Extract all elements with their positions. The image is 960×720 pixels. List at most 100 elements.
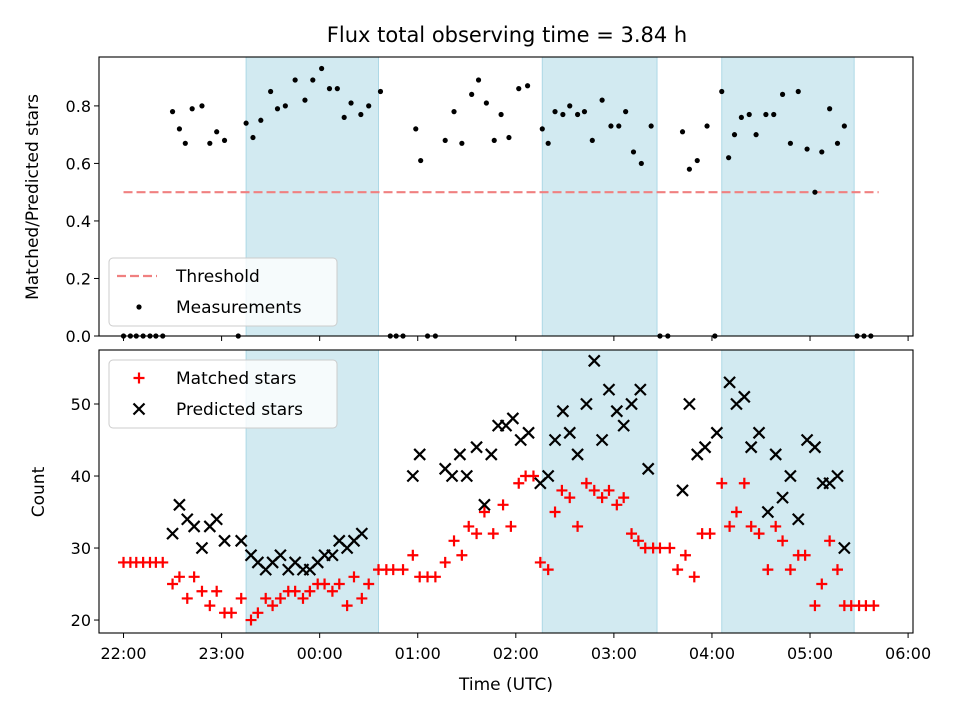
predicted-star-point bbox=[453, 448, 467, 461]
matched-star-point bbox=[267, 600, 279, 612]
matched-star-point bbox=[588, 484, 600, 496]
predicted-star-point bbox=[406, 469, 420, 483]
x-tick-label: 22:00 bbox=[100, 644, 146, 663]
matched-star-point bbox=[289, 585, 301, 597]
predicted-star-point bbox=[470, 440, 483, 454]
matched-star-point bbox=[333, 578, 345, 590]
measurement-point bbox=[243, 120, 249, 126]
matched-star-point bbox=[770, 520, 782, 532]
predicted-star-point bbox=[617, 419, 630, 432]
matched-star-point bbox=[564, 492, 576, 504]
measurement-point bbox=[341, 114, 347, 121]
measurement-point bbox=[413, 126, 419, 132]
x-tick-label: 23:00 bbox=[199, 644, 245, 663]
x-tick-label: 01:00 bbox=[395, 644, 441, 663]
measurement-point bbox=[719, 88, 725, 95]
measurement-point bbox=[804, 146, 810, 152]
predicted-star-point bbox=[634, 383, 647, 396]
measurement-point bbox=[552, 109, 558, 115]
measurement-point bbox=[498, 111, 504, 118]
predicted-star-point bbox=[210, 512, 223, 526]
matched-star-point bbox=[235, 592, 247, 604]
measurement-point bbox=[581, 109, 588, 115]
measurement-point bbox=[763, 111, 769, 118]
measurement-point bbox=[348, 100, 354, 106]
matched-star-point bbox=[762, 564, 774, 576]
predicted-star-point bbox=[838, 541, 851, 555]
measurement-point bbox=[334, 86, 340, 92]
predicted-star-point bbox=[723, 376, 736, 389]
predicted-star-point bbox=[571, 448, 584, 461]
y-axis-label: Matched/Predicted stars bbox=[23, 94, 43, 300]
matched-star-point bbox=[556, 484, 568, 496]
measurement-point bbox=[491, 137, 497, 144]
matched-star-point bbox=[626, 528, 638, 540]
x-tick-label: 02:00 bbox=[493, 644, 539, 663]
predicted-star-point bbox=[460, 469, 474, 483]
legend-matched-key bbox=[133, 372, 145, 384]
matched-star-point bbox=[478, 506, 490, 518]
predicted-star-point bbox=[187, 520, 201, 533]
y-axis-label: Count bbox=[29, 466, 49, 517]
predicted-star-point bbox=[556, 404, 570, 418]
matched-star-point bbox=[816, 578, 828, 590]
matched-star-point bbox=[824, 535, 836, 547]
predicted-star-point bbox=[602, 383, 616, 396]
x-tick-label: 06:00 bbox=[885, 644, 931, 663]
matched-star-point bbox=[596, 492, 608, 504]
y-tick-label: 0.2 bbox=[66, 269, 91, 288]
legend-box bbox=[108, 257, 338, 327]
matched-star-point bbox=[225, 607, 237, 619]
matched-star-point bbox=[260, 592, 272, 604]
measurement-point bbox=[176, 126, 183, 132]
x-tick-label: 04:00 bbox=[689, 644, 735, 663]
legend-label: Measurements bbox=[176, 298, 302, 318]
measurement-point bbox=[731, 132, 738, 138]
measurement-point bbox=[319, 65, 325, 72]
matched-star-point bbox=[632, 535, 644, 547]
y-tick-label: 0.8 bbox=[66, 97, 91, 116]
matched-star-point bbox=[173, 571, 185, 583]
matched-star-point bbox=[356, 592, 368, 604]
measurement-point bbox=[599, 97, 605, 103]
measurement-point bbox=[366, 103, 372, 109]
matched-star-point bbox=[809, 600, 821, 612]
observing-interval-band bbox=[721, 349, 855, 634]
measurement-point bbox=[608, 123, 614, 129]
matched-star-point bbox=[252, 607, 264, 619]
measurement-point bbox=[358, 111, 364, 118]
x-axis-label: Time (UTC) bbox=[458, 675, 553, 695]
measurement-point bbox=[326, 86, 333, 92]
measurement-point bbox=[787, 140, 794, 146]
measurement-point bbox=[250, 134, 256, 141]
measurement-point bbox=[506, 134, 512, 141]
matched-star-point bbox=[181, 592, 193, 604]
predicted-star-point bbox=[355, 527, 369, 540]
matched-star-point bbox=[753, 528, 765, 540]
matched-star-point bbox=[471, 528, 483, 540]
measurement-point bbox=[258, 117, 264, 123]
predicted-star-point bbox=[541, 469, 555, 483]
predicted-star-point bbox=[195, 541, 209, 555]
matched-star-point bbox=[167, 578, 179, 590]
matched-star-point bbox=[513, 477, 525, 489]
measurement-point bbox=[182, 140, 188, 146]
matched-star-point bbox=[527, 470, 539, 482]
y-tick-label: 50 bbox=[71, 395, 91, 414]
measurement-point bbox=[274, 106, 281, 112]
predicted-star-point bbox=[173, 498, 186, 512]
matched-star-point bbox=[534, 556, 546, 568]
matched-star-point bbox=[397, 564, 409, 576]
predicted-star-point bbox=[587, 354, 601, 368]
matched-star-point bbox=[463, 520, 475, 532]
measurement-point bbox=[771, 111, 777, 118]
matched-star-point bbox=[799, 549, 811, 561]
matched-star-point bbox=[456, 549, 468, 561]
matched-star-point bbox=[297, 592, 309, 604]
matched-star-point bbox=[387, 564, 399, 576]
matched-star-point bbox=[363, 578, 375, 590]
legend-label: Matched stars bbox=[176, 369, 296, 389]
matched-star-point bbox=[348, 571, 360, 583]
legend-measurement-key bbox=[136, 304, 142, 310]
